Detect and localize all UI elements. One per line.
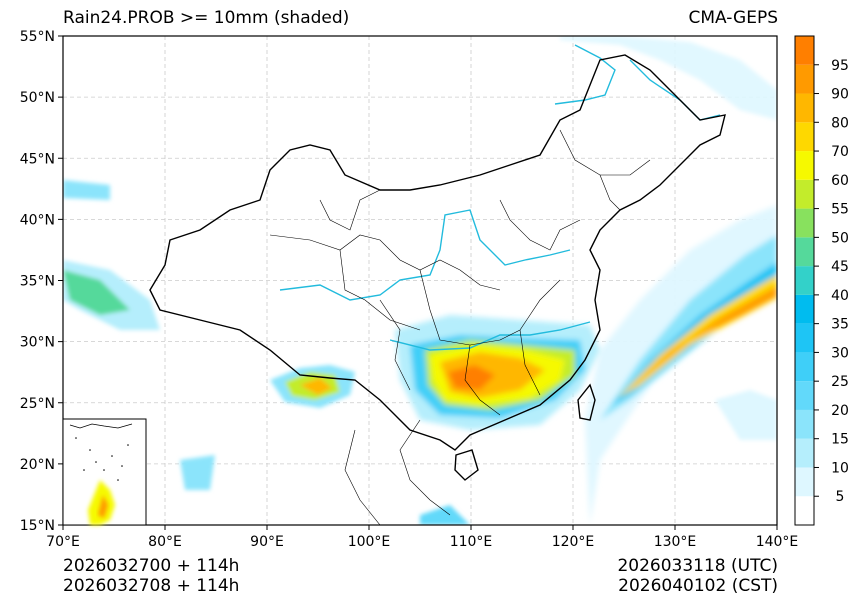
lon-tick-label: 110°E — [450, 534, 493, 550]
map-title: Rain24.PROB >= 10mm (shaded) — [63, 8, 350, 28]
colorbar-label: 10 — [831, 460, 849, 476]
colorbar-segment — [795, 266, 814, 295]
colorbar-segment — [795, 294, 814, 324]
lat-tick-label: 40°N — [20, 212, 55, 228]
colorbar-label: 60 — [831, 173, 849, 189]
lat-tick-label: 35°N — [20, 274, 55, 290]
colorbar-segment — [795, 496, 814, 525]
lon-tick-label: 120°E — [552, 534, 595, 550]
lon-tick-label: 140°E — [756, 534, 799, 550]
country-borders — [149, 54, 726, 481]
colorbar-segment — [795, 93, 814, 123]
colorbar-label: 25 — [831, 374, 849, 390]
valid-cst: 2026040102 (CST) — [618, 576, 778, 596]
colorbar-segment — [795, 179, 814, 209]
colorbar-segment — [795, 122, 814, 152]
colorbar-label: 70 — [831, 144, 849, 160]
init-utc: 2026032700 + 114h — [63, 556, 240, 576]
lat-tick-label: 55°N — [20, 29, 55, 45]
colorbar-segment — [795, 151, 814, 180]
valid-time: 2026033118 (UTC) 2026040102 (CST) — [617, 556, 778, 596]
colorbar-frame — [794, 35, 815, 526]
colorbar-label: 55 — [831, 202, 849, 218]
colorbar-label: 90 — [831, 87, 849, 103]
inset-map — [62, 418, 147, 526]
colorbar-segment — [795, 208, 814, 238]
model-name: CMA-GEPS — [688, 8, 778, 28]
colorbar-label: 95 — [831, 58, 849, 74]
colorbar-label: 45 — [831, 259, 849, 275]
province-borders — [269, 129, 651, 525]
colorbar-label: 15 — [831, 432, 849, 448]
colorbar-label: 50 — [831, 230, 849, 246]
init-cst: 2026032708 + 114h — [63, 576, 240, 596]
lon-tick-label: 100°E — [348, 534, 391, 550]
latitude-axis: 15°N 20°N 25°N 30°N 35°N 40°N 45°N 50°N 55°N — [20, 29, 63, 534]
lat-tick-label: 20°N — [20, 457, 55, 473]
colorbar-segment — [795, 409, 814, 439]
colorbar-label: 80 — [831, 115, 849, 131]
colorbar-segment — [795, 237, 814, 267]
valid-utc: 2026033118 (UTC) — [617, 556, 778, 576]
lon-tick-label: 80°E — [148, 534, 182, 550]
lon-tick-label: 90°E — [250, 534, 284, 550]
colorbar-segment — [795, 438, 814, 468]
colorbar-segment — [795, 381, 814, 410]
colorbar-segment — [795, 36, 814, 65]
lat-tick-label: 30°N — [20, 335, 55, 351]
lon-tick-label: 130°E — [654, 534, 697, 550]
colorbar-segment — [795, 467, 814, 497]
init-time: 2026032700 + 114h 2026032708 + 114h — [63, 556, 239, 596]
colorbar-label: 30 — [831, 345, 849, 361]
colorbar-label: 35 — [831, 317, 849, 333]
colorbar-label: 20 — [831, 403, 849, 419]
colorbar: 5 10 15 20 25 30 35 40 45 50 55 60 70 80 90 95 — [794, 35, 849, 526]
colorbar-label: 5 — [836, 489, 845, 505]
lat-tick-label: 25°N — [20, 396, 55, 412]
lon-tick-label: 70°E — [46, 534, 80, 550]
colorbar-segment — [795, 323, 814, 353]
lat-tick-label: 15°N — [20, 518, 55, 534]
lat-tick-label: 50°N — [20, 90, 55, 106]
probability-shading — [63, 36, 777, 525]
lat-tick-label: 45°N — [20, 151, 55, 167]
colorbar-segment — [795, 64, 814, 94]
longitude-axis: 70°E 80°E 90°E 100°E 110°E 120°E 130°E 140°E — [46, 525, 798, 550]
colorbar-segment — [795, 352, 814, 382]
colorbar-label: 40 — [831, 288, 849, 304]
